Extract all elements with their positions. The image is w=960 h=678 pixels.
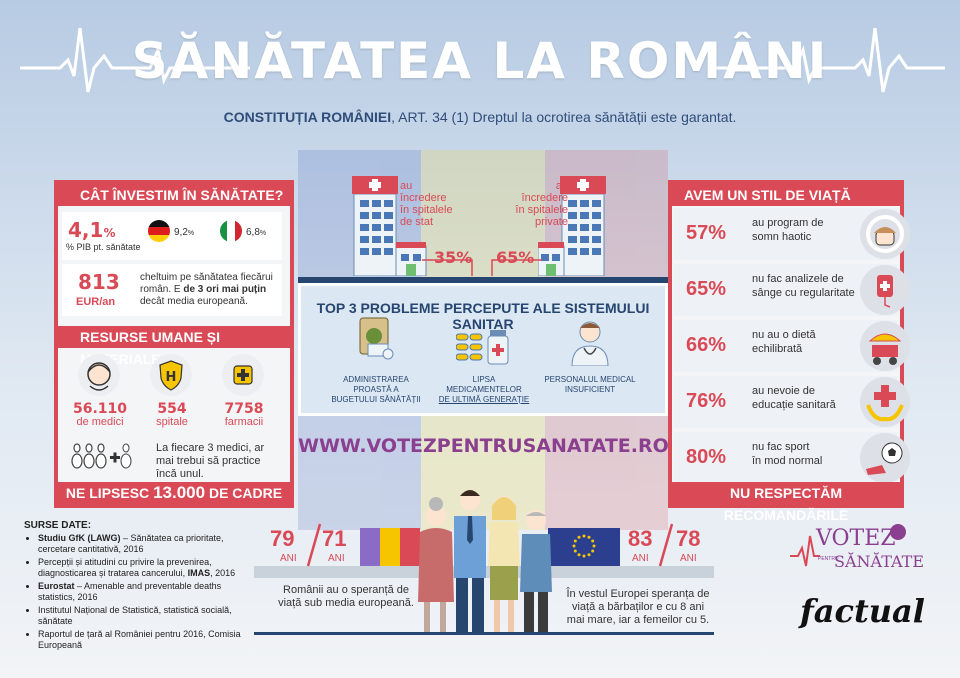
lifestyle-pct-2: 65% bbox=[686, 278, 727, 300]
eu-men-value: 78 bbox=[676, 526, 701, 551]
per-capita-value: 813 bbox=[78, 270, 120, 294]
ro-women-unit: ANI bbox=[280, 553, 297, 564]
platform-base bbox=[254, 632, 714, 635]
votez-heartbeat-icon bbox=[790, 524, 906, 567]
doctors-value: 56.110 bbox=[72, 401, 128, 417]
doctor-staff-icon bbox=[568, 316, 612, 371]
ro-life-text: Românii au o speranță de viață sub media… bbox=[278, 584, 414, 609]
hospital-shield-icon: H bbox=[150, 354, 192, 396]
problem-2-label: LIPSA MEDICAMENTELOR DE ULTIMĂ GENERAȚIE bbox=[438, 375, 530, 404]
ro-men-unit: ANI bbox=[328, 553, 345, 564]
romania-flag bbox=[360, 528, 420, 566]
private-arrow bbox=[491, 259, 542, 276]
problem-1-label: ADMINISTRAREA PROASTĂ A BUGETULUI SĂNĂTĂȚ… bbox=[331, 375, 421, 404]
shortage-banner: NE LIPSESC 13.000 DE CADRE bbox=[58, 482, 290, 504]
ecg-line-left bbox=[20, 27, 250, 93]
per-capita-text: cheltuim pe sănătatea fiecărui român. E … bbox=[140, 272, 273, 307]
sleep-icon bbox=[860, 209, 910, 259]
germany-value: 9,2% bbox=[174, 227, 195, 238]
lifestyle-pct-1: 57% bbox=[686, 222, 727, 244]
sport-icon bbox=[860, 433, 910, 483]
per-capita-unit: EUR/an bbox=[76, 296, 116, 308]
germany-flag-icon bbox=[148, 220, 170, 242]
problem-3-label: PERSONALUL MEDICAL INSUFICIENT bbox=[544, 375, 636, 394]
website-link[interactable]: WWW.VOTEZPENTRUSANATATE.RO bbox=[298, 435, 669, 457]
health-education-icon bbox=[860, 377, 910, 427]
food-cart-icon bbox=[860, 321, 910, 371]
private-hospital-text: au încredere în spitalele private bbox=[515, 180, 568, 228]
subtitle-bold: CONSTITUȚIA ROMÂNIEI bbox=[223, 109, 392, 125]
pib-label: % PIB pt. sănătate bbox=[66, 242, 141, 252]
bowling-pins-icon bbox=[70, 440, 132, 475]
eu-men-unit: ANI bbox=[680, 553, 697, 564]
constitution-subtitle: CONSTITUȚIA ROMÂNIEI, ART. 34 (1) Dreptu… bbox=[0, 109, 960, 125]
lifestyle-text-3: nu au o dietă echilibrată bbox=[752, 329, 816, 355]
pib-row bbox=[62, 212, 282, 260]
source-item: Percepții și atitudini cu privire la pre… bbox=[38, 557, 258, 579]
votez-small-word: PENTRU bbox=[818, 556, 839, 562]
lifestyle-heading: AVEM UN STIL DE VIAȚĂ SĂNĂTOS? bbox=[672, 184, 900, 225]
lifestyle-text-4: au nevoie de educație sanitară bbox=[752, 385, 836, 411]
page-title: SĂNĂTATEA LA ROMÂNI bbox=[131, 32, 829, 90]
medicine-icon bbox=[455, 330, 512, 373]
hospitals-value: 554 bbox=[157, 401, 187, 417]
subtitle-text: , ART. 34 (1) Dreptul la ocrotirea sănăt… bbox=[391, 109, 737, 125]
state-hospital-icon bbox=[352, 176, 432, 281]
eu-life-text: În vestul Europei speranța de viață a bă… bbox=[566, 588, 710, 626]
source-item: Studiu GfK (LAWG) – Sănătatea ca priorit… bbox=[38, 533, 258, 555]
lifestyle-text-5: nu fac sport în mod normal bbox=[752, 441, 823, 467]
votez-word: VOTEZ bbox=[816, 526, 896, 551]
ground-line bbox=[298, 277, 668, 283]
source-item: Institutul Național de Statistică, stati… bbox=[38, 605, 258, 627]
factual-logo[interactable]: factual bbox=[800, 592, 925, 630]
ro-men-value: 71 bbox=[322, 526, 347, 551]
eu-women-value: 83 bbox=[628, 526, 653, 551]
resources-heading: RESURSE UMANE ȘI MATERIALE bbox=[58, 326, 290, 367]
lifestyle-text-1: au program de somn haotic bbox=[752, 217, 824, 243]
lifestyle-pct-4: 76% bbox=[686, 390, 727, 412]
italy-value: 6,8% bbox=[246, 227, 267, 238]
ecg-line-right bbox=[715, 27, 945, 93]
per-capita-row bbox=[62, 264, 282, 316]
family-illustration bbox=[410, 482, 560, 639]
lifestyle-pct-5: 80% bbox=[686, 446, 727, 468]
italy-flag-icon bbox=[220, 220, 242, 242]
state-arrow bbox=[422, 259, 473, 276]
doctor-icon bbox=[78, 354, 120, 396]
votez-sanatate-word: SĂNĂTATE bbox=[834, 552, 925, 571]
money-icon bbox=[354, 316, 398, 369]
sources-heading: SURSE DATE: bbox=[24, 520, 92, 531]
svg-text:H: H bbox=[166, 370, 177, 385]
state-hospital-text: au încredere în spitalele de stat bbox=[400, 180, 453, 228]
blood-bag-icon bbox=[860, 265, 910, 315]
private-hospital-icon bbox=[537, 176, 618, 281]
sources: SURSE DATE: Studiu GfK (LAWG) – Sănătate… bbox=[24, 520, 258, 653]
source-item: Eurostat – Amenable and preventable deat… bbox=[38, 581, 258, 603]
pib-value: 4,1% bbox=[68, 218, 116, 242]
private-hospital-pct: 65% bbox=[496, 248, 535, 267]
divider-slash-1 bbox=[306, 523, 322, 567]
votez-logo[interactable]: VOTEZ PENTRU SĂNĂTATE bbox=[790, 522, 924, 576]
lifestyle-pct-3: 66% bbox=[686, 334, 727, 356]
problems-heading: TOP 3 PROBLEME PERCEPUTE ALE SISTEMULUI … bbox=[316, 300, 650, 332]
investment-heading: CÂT ÎNVESTIM ÎN SĂNĂTATE? bbox=[58, 184, 290, 206]
eu-women-unit: ANI bbox=[632, 553, 649, 564]
recommendations-banner: NU RESPECTĂM RECOMANDĂRILE bbox=[672, 482, 900, 523]
divider-slash-2 bbox=[658, 523, 674, 567]
doctors-label: de medici bbox=[76, 416, 124, 428]
hospitals-label: spitale bbox=[156, 416, 188, 428]
pharmacies-value: 7758 bbox=[224, 401, 264, 417]
pharmacy-icon bbox=[222, 354, 264, 396]
source-item: Raportul de țară al României pentru 2016… bbox=[38, 629, 258, 651]
doctors-note: La fiecare 3 medici, ar mai trebui să pr… bbox=[156, 442, 265, 480]
pharmacies-label: farmacii bbox=[224, 416, 264, 428]
ro-women-value: 79 bbox=[270, 526, 295, 551]
eu-flag bbox=[548, 528, 620, 566]
lifestyle-text-2: nu fac analizele de sânge cu regularitate bbox=[752, 273, 855, 299]
state-hospital-pct: 35% bbox=[434, 248, 473, 267]
